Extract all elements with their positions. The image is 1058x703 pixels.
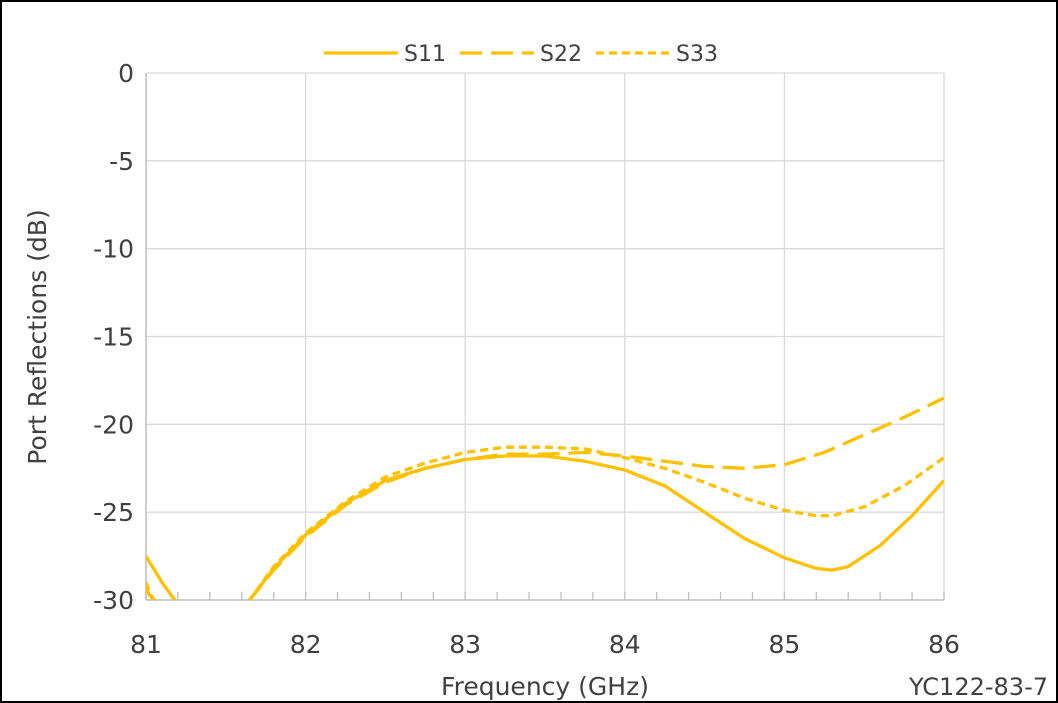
legend: S11 S22 S33 <box>324 42 718 67</box>
x-tick-labels: 81 82 83 84 85 86 <box>130 630 960 659</box>
figure-id-label: YC122-83-7 <box>908 673 1048 701</box>
y-tick-label: 0 <box>118 59 134 88</box>
legend-label-s22: S22 <box>540 42 582 67</box>
x-tick-label: 83 <box>449 630 481 659</box>
x-tick-label: 81 <box>130 630 162 659</box>
legend-label-s11: S11 <box>404 42 446 67</box>
y-tick-label: -5 <box>109 147 134 176</box>
gridlines <box>146 72 945 600</box>
legend-label-s33: S33 <box>676 42 718 67</box>
x-axis-title: Frequency (GHz) <box>441 672 649 701</box>
series-line-s11 <box>146 454 944 600</box>
x-tick-label: 82 <box>290 630 322 659</box>
y-tick-label: -15 <box>93 323 134 352</box>
x-tick-label: 84 <box>609 630 641 659</box>
y-tick-label: -30 <box>93 586 134 615</box>
y-tick-label: -20 <box>93 410 134 439</box>
series-line-s33 <box>146 445 944 600</box>
axes <box>145 73 945 601</box>
x-tick-label: 85 <box>768 630 800 659</box>
y-tick-label: -25 <box>93 498 134 527</box>
y-tick-label: -10 <box>93 235 134 264</box>
x-tick-label: 86 <box>928 630 960 659</box>
series-line-s22 <box>146 396 944 600</box>
y-tick-labels: 0 -5 -10 -15 -20 -25 -30 <box>93 59 134 615</box>
series-lines <box>146 396 944 600</box>
y-axis-title: Port Reflections (dB) <box>23 209 52 464</box>
